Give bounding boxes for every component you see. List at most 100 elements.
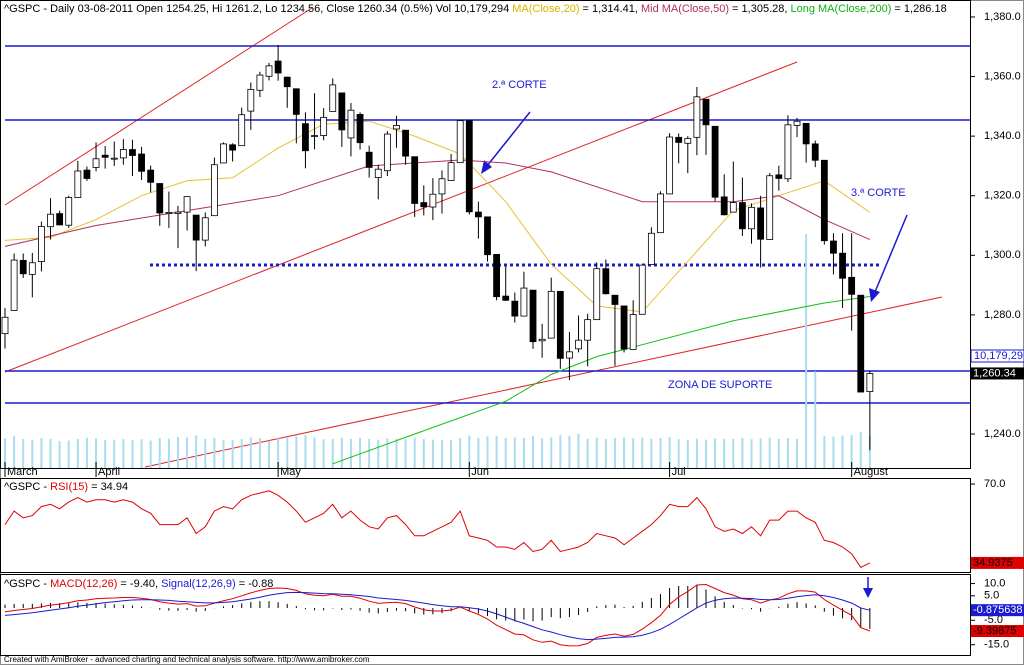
candle-body	[402, 129, 409, 157]
candle-body	[629, 314, 637, 350]
candle-body	[220, 143, 227, 164]
x-tick-label: April	[98, 466, 120, 478]
last-price-label-box	[971, 367, 1024, 380]
candle-body	[866, 373, 874, 392]
candle-body	[520, 287, 528, 317]
candle-body	[820, 159, 828, 242]
macd-last-label: -9.39875	[973, 625, 1016, 637]
y-tick-label: 1,320.0	[984, 190, 1021, 202]
y-tick-label: 1,300.0	[984, 249, 1021, 261]
candle-body	[775, 174, 783, 179]
candle-body	[438, 178, 446, 195]
annotation: 2.ª CORTE	[492, 79, 547, 91]
y-tick-label: 1,360.0	[984, 70, 1021, 82]
header-segment: Long MA(Close,200)	[790, 3, 891, 15]
candle-body	[347, 109, 355, 139]
candle-body	[411, 156, 419, 204]
candle-body	[584, 319, 592, 341]
arrow	[486, 111, 531, 167]
candle-body	[38, 226, 45, 262]
candle-body	[474, 211, 482, 218]
trend-line	[4, 61, 798, 373]
candle-body	[757, 207, 765, 240]
candle-body	[456, 120, 464, 164]
candle-body	[119, 149, 127, 159]
candle-body	[638, 264, 646, 315]
candle-body	[165, 212, 173, 214]
candle-body	[393, 125, 400, 130]
volume-label: 10,179,29	[974, 350, 1023, 362]
candle-body	[429, 193, 437, 208]
candle-body	[748, 206, 755, 230]
rsi-line	[4, 490, 871, 568]
candle-body	[802, 122, 810, 145]
macd-last-label-box	[971, 604, 1024, 617]
candle-body	[611, 294, 619, 305]
candle-body	[19, 259, 27, 275]
candle-body	[329, 84, 337, 112]
header-segment: = 1,286.18	[891, 3, 946, 15]
candle-body	[274, 60, 282, 74]
y-tick-label: 1,340.0	[984, 130, 1021, 142]
candle-body	[365, 151, 373, 168]
candle-body	[138, 153, 145, 172]
candle-body	[92, 158, 100, 168]
candle-body	[502, 295, 510, 301]
candle-body	[511, 300, 519, 317]
x-tick-label: May	[280, 466, 301, 478]
candle-body	[192, 214, 200, 241]
candle-body	[675, 136, 683, 143]
candle-body	[657, 193, 664, 234]
candle-body	[547, 290, 555, 339]
trend-line	[4, 7, 313, 206]
header-segment: ^GSPC - Daily 03-08-2011 Open 1254.25, H…	[4, 3, 512, 15]
header-segment: = -0.88	[236, 578, 274, 590]
candle-body	[56, 213, 64, 226]
header-segment: ^GSPC -	[4, 481, 50, 493]
header-segment: Signal(12,26,9)	[161, 578, 236, 590]
candle-body	[110, 157, 118, 160]
volume-label-box	[970, 349, 1024, 363]
candle-body	[101, 154, 109, 158]
x-tick-label: Jun	[471, 466, 489, 478]
candle-body	[529, 289, 537, 343]
header-segment: = 1,305.28,	[729, 3, 790, 15]
annotation: ZONA DE SUPORTE	[668, 379, 772, 391]
candle-body	[793, 120, 801, 126]
macd-last-label: -0.875638	[973, 604, 1023, 616]
candle-body	[283, 76, 291, 88]
candle-body	[602, 268, 610, 295]
y-tick-label: 1,280.0	[984, 309, 1021, 321]
header-segment: Mid MA(Close,50)	[641, 3, 729, 15]
macd-last-label-box	[971, 625, 1024, 638]
header-segment: MA(Close,20)	[512, 3, 579, 15]
rsi-last-label: 34.9375	[973, 557, 1013, 569]
candle-body	[201, 217, 209, 241]
candle-body	[210, 164, 218, 217]
candle-body	[848, 276, 856, 295]
drawings	[4, 7, 970, 598]
candle-body	[465, 120, 473, 213]
y-tick-label: 1,240.0	[984, 428, 1021, 440]
candle-body	[129, 149, 136, 156]
candle-body	[666, 136, 673, 195]
candle-body	[374, 168, 382, 178]
candle-body	[839, 252, 846, 279]
candle-body	[766, 175, 774, 240]
annotation: 3.ª CORTE	[851, 187, 906, 199]
candle-body	[156, 183, 164, 214]
candle-body	[647, 232, 655, 265]
candle-body	[556, 290, 564, 359]
header-segment: = -9.40,	[117, 578, 161, 590]
candle-body	[229, 144, 236, 151]
moving-average	[332, 296, 870, 465]
header-segment: MACD(12,26)	[50, 578, 117, 590]
candle-body	[74, 170, 82, 198]
y-tick-label: 70.0	[984, 478, 1005, 490]
price-panel	[0, 0, 971, 469]
last-price-label: 1,260.34	[973, 367, 1016, 379]
candle-body	[28, 262, 36, 275]
